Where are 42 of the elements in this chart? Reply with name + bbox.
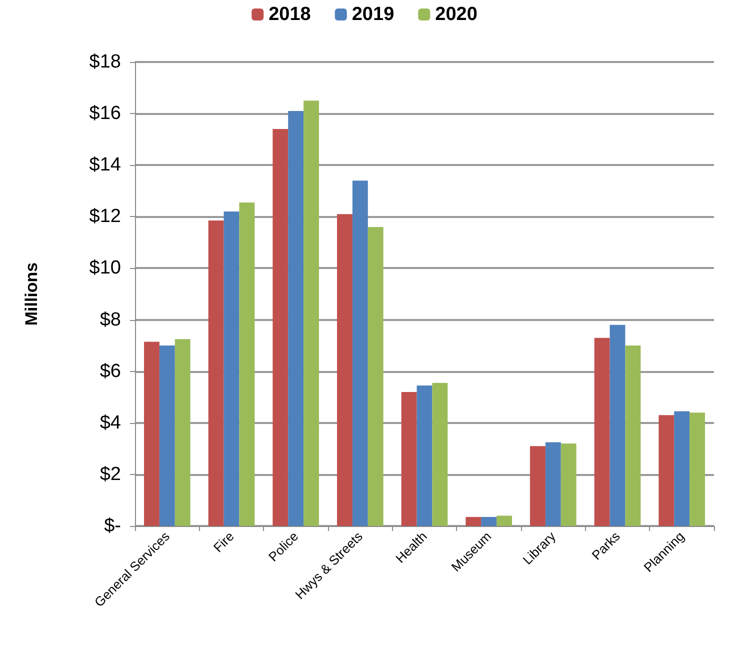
y-tick-label: $4 [100, 412, 122, 434]
bar [239, 202, 255, 526]
y-tick-label: $12 [89, 206, 121, 228]
bar [560, 444, 576, 526]
bar [144, 342, 160, 526]
bar [224, 212, 240, 526]
bar [481, 516, 497, 526]
y-tick-label: $18 [89, 52, 121, 72]
bar [304, 100, 319, 526]
legend-label: 2018 [268, 4, 311, 25]
y-tick-label: $14 [89, 154, 122, 176]
bar [174, 339, 190, 526]
bar [610, 324, 626, 526]
bar [496, 516, 512, 526]
bar [272, 129, 288, 526]
bar [545, 442, 561, 526]
bar [368, 226, 384, 526]
bar [337, 214, 352, 526]
y-tick-label: $- [104, 516, 121, 536]
bar [159, 346, 175, 526]
bar [690, 412, 705, 526]
legend-label: 2020 [435, 4, 478, 25]
bar [352, 180, 368, 526]
bar [208, 220, 224, 526]
bar [288, 110, 304, 526]
bar [466, 516, 482, 526]
y-tick-label: $10 [89, 258, 121, 279]
y-tick-label: $6 [100, 360, 121, 382]
y-tick-label: $16 [89, 103, 121, 124]
y-tick-label: $2 [100, 464, 121, 485]
bar [530, 446, 546, 526]
bar [625, 346, 641, 526]
y-tick-label: $8 [100, 309, 121, 330]
bar [401, 392, 417, 526]
bar [594, 338, 610, 526]
legend-label: 2019 [352, 4, 394, 25]
y-axis-title: Millions [22, 262, 41, 326]
bar [416, 386, 432, 526]
bar [674, 411, 690, 526]
bar [432, 382, 448, 526]
x-tick-label: Fire [210, 528, 237, 556]
bar [658, 415, 674, 526]
